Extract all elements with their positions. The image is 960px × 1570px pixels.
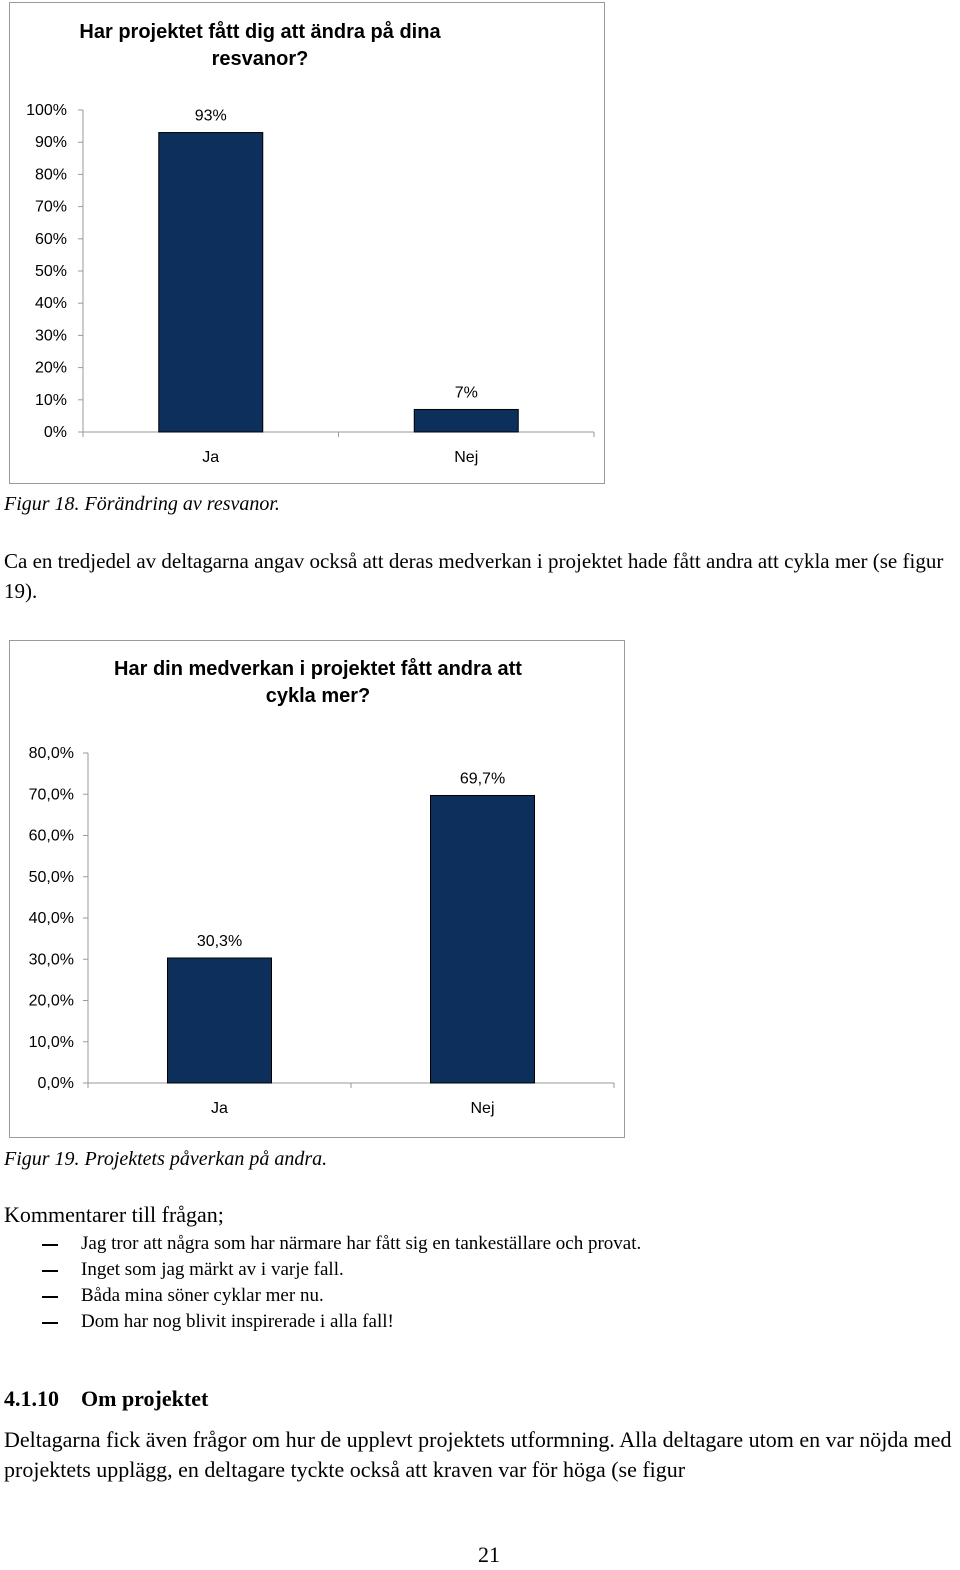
list-item: Jag tror att några som har närmare har f… xyxy=(0,1232,960,1258)
data-label: 69,7% xyxy=(460,770,505,787)
y-tick-label: 30,0% xyxy=(29,951,74,968)
y-tick-label: 10,0% xyxy=(29,1034,74,1051)
paragraph-om-projektet: Deltagarna fick även frågor om hur de up… xyxy=(4,1427,952,1482)
comments-intro: Kommentarer till frågan; xyxy=(4,1202,224,1227)
figure-caption-18: Figur 18. Förändring av resvanor. xyxy=(4,493,280,515)
y-tick-label: 80,0% xyxy=(29,745,74,762)
y-tick-label: 40,0% xyxy=(29,910,74,927)
data-label: 93% xyxy=(195,108,227,125)
y-tick-label: 20% xyxy=(35,360,67,377)
section-title: Om projektet xyxy=(81,1386,209,1411)
dash-bullet xyxy=(42,1296,58,1298)
list-item: Dom har nog blivit inspirerade i alla fa… xyxy=(0,1310,960,1336)
bar xyxy=(430,794,535,1084)
y-tick-label: 40% xyxy=(35,295,67,312)
comment-list: Jag tror att några som har närmare har f… xyxy=(0,1232,960,1336)
comment-text: Jag tror att några som har närmare har f… xyxy=(81,1233,642,1254)
y-tick-label: 80% xyxy=(35,166,67,183)
category-label: Nej xyxy=(470,1100,494,1117)
chart-cykla-mer: Har din medverkan i projektet fått andra… xyxy=(9,640,625,1138)
chart-title: Har din medverkan i projektet fått andra… xyxy=(114,658,522,707)
bar xyxy=(413,408,519,433)
dash-bullet xyxy=(42,1322,58,1324)
category-label: Nej xyxy=(454,449,478,466)
section-number: 4.1.10 xyxy=(4,1386,59,1411)
y-tick-label: 30% xyxy=(35,327,67,344)
y-tick-label: 50,0% xyxy=(29,869,74,886)
y-tick-label: 0% xyxy=(44,424,67,441)
figure-caption-19: Figur 19. Projektets påverkan på andra. xyxy=(4,1148,328,1170)
comment-text: Inget som jag märkt av i varje fall. xyxy=(81,1259,344,1280)
chart-plot: 0% 10% 20% 30% 40% 50% 60% 70% 80% 90% 100% 93% Ja 7%… xyxy=(26,102,595,466)
paragraph-intro-fig19: Ca en tredjedel av deltagarna angav ocks… xyxy=(4,549,944,603)
list-item: Båda mina söner cyklar mer nu. xyxy=(0,1284,960,1310)
y-tick-label: 60,0% xyxy=(29,828,74,845)
chart-resvanor: Har projektet fått dig att ändra på dina… xyxy=(9,2,605,484)
dash-bullet xyxy=(42,1244,58,1246)
category-label: Ja xyxy=(211,1100,228,1117)
y-tick-label: 90% xyxy=(35,134,67,151)
dash-bullet xyxy=(42,1270,58,1272)
list-item: Inget som jag märkt av i varje fall. xyxy=(0,1258,960,1284)
y-tick-label: 20,0% xyxy=(29,993,74,1010)
comment-text: Båda mina söner cyklar mer nu. xyxy=(81,1285,324,1306)
y-tick-label: 60% xyxy=(35,231,67,248)
y-tick-label: 0,0% xyxy=(38,1075,74,1092)
data-label: 30,3% xyxy=(197,933,242,950)
page-number: 21 xyxy=(478,1542,500,1567)
y-tick-label: 70% xyxy=(35,199,67,216)
y-tick-label: 70,0% xyxy=(29,786,74,803)
y-tick-label: 50% xyxy=(35,263,67,280)
bar xyxy=(167,957,272,1084)
data-label: 7% xyxy=(455,384,478,401)
chart-title: Har projektet fått dig att ändra på dina… xyxy=(79,21,441,70)
bar xyxy=(158,132,264,433)
category-label: Ja xyxy=(202,449,219,466)
comment-text: Dom har nog blivit inspirerade i alla fa… xyxy=(81,1311,394,1332)
chart-plot: 0,0% 10,0% 20,0% 30,0% 40,0% 50,0% 60,0% 70,0% 8… xyxy=(29,745,615,1117)
section-heading: 4.1.10 Om projektet xyxy=(4,1384,208,1414)
y-tick-label: 100% xyxy=(26,102,67,119)
y-tick-label: 10% xyxy=(35,392,67,409)
